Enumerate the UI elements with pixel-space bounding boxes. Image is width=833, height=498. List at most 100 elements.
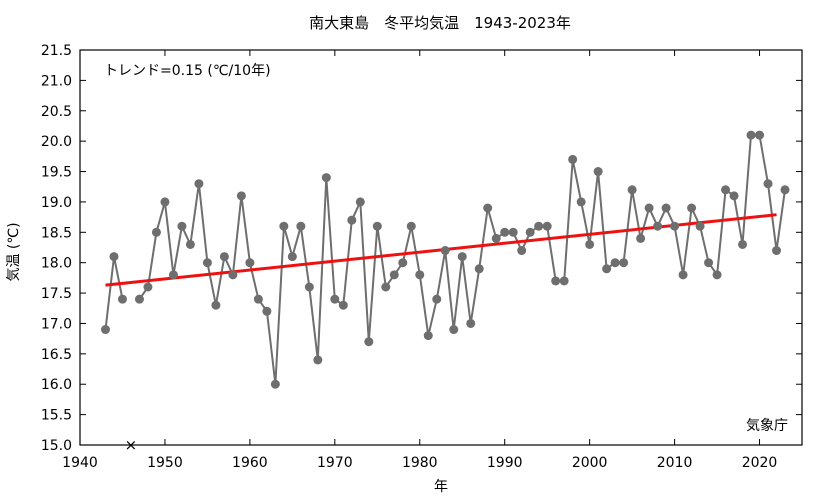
data-point xyxy=(279,221,289,231)
data-point xyxy=(610,258,620,268)
data-point xyxy=(296,221,306,231)
data-point xyxy=(746,130,756,140)
y-tick-label: 15.5 xyxy=(41,408,72,424)
y-tick-label: 17.5 xyxy=(41,286,72,302)
plot-area xyxy=(79,49,803,446)
data-point xyxy=(253,294,263,304)
chart-title: 南大東島 冬平均気温 1943-2023年 xyxy=(309,14,571,32)
data-point xyxy=(653,221,663,231)
x-tick-label: 1960 xyxy=(232,455,268,471)
data-point xyxy=(525,227,535,237)
data-point xyxy=(347,215,357,225)
data-point xyxy=(236,191,246,201)
data-point xyxy=(619,258,629,268)
data-point xyxy=(177,221,187,231)
data-point xyxy=(219,252,229,262)
y-tick-label: 21.5 xyxy=(41,43,72,59)
data-point xyxy=(440,246,450,256)
data-point xyxy=(559,276,569,286)
data-point xyxy=(185,239,195,249)
data-point xyxy=(500,227,510,237)
y-tick-label: 19.5 xyxy=(41,165,72,181)
data-point xyxy=(772,246,782,256)
data-point xyxy=(398,258,408,268)
data-point xyxy=(321,173,331,183)
data-point xyxy=(585,239,595,249)
y-tick-label: 20.0 xyxy=(41,134,72,150)
y-tick-label: 20.5 xyxy=(41,104,72,120)
data-point xyxy=(151,227,161,237)
x-tick-label: 2000 xyxy=(572,455,608,471)
data-point xyxy=(228,270,238,280)
x-tick-label: 1940 xyxy=(62,455,98,471)
data-point xyxy=(313,355,323,365)
data-point xyxy=(721,185,731,195)
data-point xyxy=(755,130,765,140)
data-point xyxy=(729,191,739,201)
data-point xyxy=(423,331,433,341)
data-point xyxy=(432,294,442,304)
data-point xyxy=(474,264,484,274)
data-point xyxy=(262,306,272,316)
x-tick-label: 1990 xyxy=(487,455,523,471)
data-point xyxy=(687,203,697,213)
y-tick-label: 18.0 xyxy=(41,256,72,272)
data-point xyxy=(704,258,714,268)
x-axis-label: 年 xyxy=(434,479,448,495)
data-point xyxy=(168,270,178,280)
data-point xyxy=(491,233,501,243)
data-point xyxy=(661,203,671,213)
data-point xyxy=(406,221,416,231)
data-point xyxy=(593,167,603,177)
data-point xyxy=(670,221,680,231)
y-tick-label: 18.5 xyxy=(41,225,72,241)
y-tick-label: 21.0 xyxy=(41,73,72,89)
data-point xyxy=(109,252,119,262)
x-tick-label: 1950 xyxy=(147,455,183,471)
data-point xyxy=(551,276,561,286)
x-tick-label: 1970 xyxy=(317,455,353,471)
x-tick-label: 2010 xyxy=(657,455,693,471)
data-point xyxy=(304,282,314,292)
data-point xyxy=(780,185,790,195)
data-point xyxy=(763,179,773,189)
series-layer: × xyxy=(100,130,790,454)
y-tick-label: 17.0 xyxy=(41,316,72,332)
x-tick-label: 1980 xyxy=(402,455,438,471)
data-point xyxy=(211,300,221,310)
data-point xyxy=(134,294,144,304)
data-point xyxy=(602,264,612,274)
source-label: 気象庁 xyxy=(746,418,788,434)
data-point xyxy=(202,258,212,268)
data-point xyxy=(466,318,476,328)
y-axis-label: 気温 (℃) xyxy=(6,222,22,281)
data-point xyxy=(627,185,637,195)
y-tick-label: 19.0 xyxy=(41,195,72,211)
data-point xyxy=(245,258,255,268)
data-point xyxy=(517,246,527,256)
x-tick-label: 2020 xyxy=(742,455,778,471)
data-point xyxy=(338,300,348,310)
y-axis: 15.0 15.5 16.0 16.5 17.0 17.5 18.0 18.5 19.0 19.5… xyxy=(41,43,802,454)
data-point xyxy=(389,270,399,280)
y-tick-label: 15.0 xyxy=(41,438,72,454)
data-point xyxy=(100,325,110,335)
data-point xyxy=(644,203,654,213)
data-point xyxy=(372,221,382,231)
missing-data-marker: × xyxy=(125,436,138,454)
data-point xyxy=(542,221,552,231)
data-point xyxy=(449,325,459,335)
data-point xyxy=(287,252,297,262)
data-point xyxy=(143,282,153,292)
data-point xyxy=(355,197,365,207)
data-point xyxy=(364,337,374,347)
data-point xyxy=(508,227,518,237)
data-point xyxy=(534,221,544,231)
y-tick-label: 16.0 xyxy=(41,377,72,393)
x-axis: 1940 1950 1960 1970 1980 1990 2000 2010 2020 xyxy=(62,50,777,471)
data-point xyxy=(483,203,493,213)
data-point xyxy=(636,233,646,243)
y-tick-label: 16.5 xyxy=(41,347,72,363)
trend-annotation: トレンド=0.15 (℃/10年) xyxy=(104,63,271,79)
